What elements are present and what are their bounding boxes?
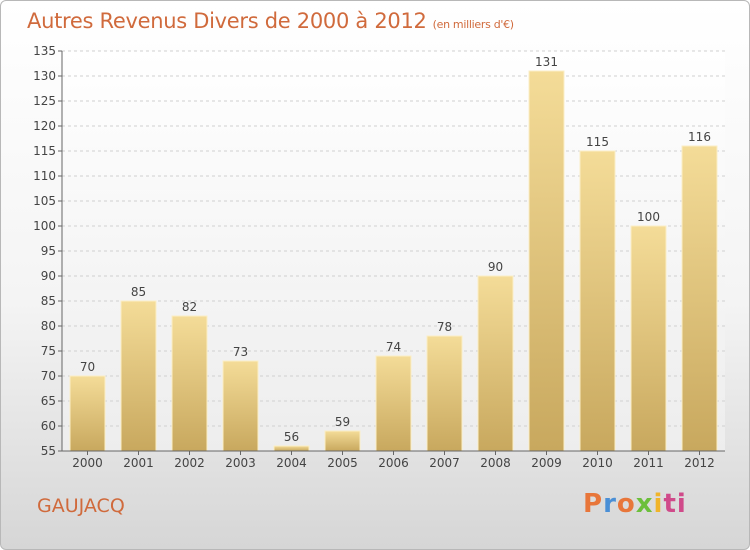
logo-part: P xyxy=(583,489,604,519)
y-tick-label: 65 xyxy=(41,394,56,408)
x-tick-label: 2005 xyxy=(327,456,358,470)
value-label: 56 xyxy=(284,430,299,444)
x-tick-label: 2012 xyxy=(684,456,715,470)
value-label: 78 xyxy=(437,320,452,334)
x-tick-label: 2000 xyxy=(72,456,103,470)
y-axis-labels: 55 60 65 70 75 80 85 90 95 100 105 110 115 120 125 130 1… xyxy=(33,44,56,458)
x-tick-label: 2007 xyxy=(429,456,460,470)
value-label: 73 xyxy=(233,345,248,359)
logo-part: r xyxy=(603,489,617,519)
y-tick-label: 130 xyxy=(33,69,56,83)
bar-2000 xyxy=(69,375,106,452)
x-tick-label: 2001 xyxy=(123,456,154,470)
chart-title-text: Autres Revenus Divers de 2000 à 2012 xyxy=(27,9,427,33)
bar-2001 xyxy=(120,300,157,452)
y-tick-label: 110 xyxy=(33,169,56,183)
value-label: 116 xyxy=(688,130,711,144)
y-tick-label: 115 xyxy=(33,144,56,158)
logo-part: x xyxy=(635,489,654,519)
bar-2003 xyxy=(222,360,259,452)
bar-2012 xyxy=(681,145,718,452)
bar-2002 xyxy=(171,315,208,452)
bar-2005 xyxy=(324,430,361,452)
y-tick-label: 120 xyxy=(33,119,56,133)
unit-note: (en milliers d'€) xyxy=(432,18,514,31)
y-tick-label: 125 xyxy=(33,94,56,108)
x-tick-label: 2006 xyxy=(378,456,409,470)
y-tick-label: 85 xyxy=(41,294,56,308)
bar-2004 xyxy=(273,445,310,452)
value-label: 82 xyxy=(182,300,197,314)
x-tick-label: 2011 xyxy=(633,456,664,470)
x-axis-labels: 2000 2001 2002 2003 2004 2005 2006 2007 2008 2009… xyxy=(72,451,715,470)
value-label: 131 xyxy=(535,55,558,69)
y-tick-label: 135 xyxy=(33,44,56,58)
value-label: 90 xyxy=(488,260,503,274)
y-tick-label: 75 xyxy=(41,344,56,358)
chart-title: Autres Revenus Divers de 2000 à 2012 (en … xyxy=(27,9,514,33)
x-tick-label: 2008 xyxy=(480,456,511,470)
x-tick-label: 2002 xyxy=(174,456,205,470)
logo-part: o xyxy=(616,489,636,519)
bar-2011 xyxy=(630,225,667,452)
value-labels: 70 85 82 73 56 59 74 78 90 131 115 100 116 xyxy=(80,55,711,444)
x-tick-label: 2003 xyxy=(225,456,256,470)
value-label: 59 xyxy=(335,415,350,429)
y-tick-label: 100 xyxy=(33,219,56,233)
bar-2008 xyxy=(477,275,514,452)
bar-2010 xyxy=(579,150,616,452)
logo-part: ti xyxy=(663,489,687,519)
proxiti-logo: Proxiti xyxy=(583,489,687,519)
value-label: 85 xyxy=(131,285,146,299)
bars xyxy=(69,70,718,452)
y-tick-label: 60 xyxy=(41,419,56,433)
y-tick-label: 105 xyxy=(33,194,56,208)
y-tick-label: 90 xyxy=(41,269,56,283)
x-tick-label: 2009 xyxy=(531,456,562,470)
location-label: GAUJACQ xyxy=(37,495,125,517)
value-label: 100 xyxy=(637,210,660,224)
value-label: 70 xyxy=(80,360,95,374)
y-tick-label: 55 xyxy=(41,444,56,458)
x-tick-label: 2004 xyxy=(276,456,307,470)
logo-part: i xyxy=(653,489,664,519)
bar-2006 xyxy=(375,355,412,452)
y-tick-label: 95 xyxy=(41,244,56,258)
bar-2009 xyxy=(528,70,565,452)
value-label: 115 xyxy=(586,135,609,149)
value-label: 74 xyxy=(386,340,401,354)
bar-2007 xyxy=(426,335,463,452)
x-tick-label: 2010 xyxy=(582,456,613,470)
y-tick-label: 70 xyxy=(41,369,56,383)
y-tick-label: 80 xyxy=(41,319,56,333)
